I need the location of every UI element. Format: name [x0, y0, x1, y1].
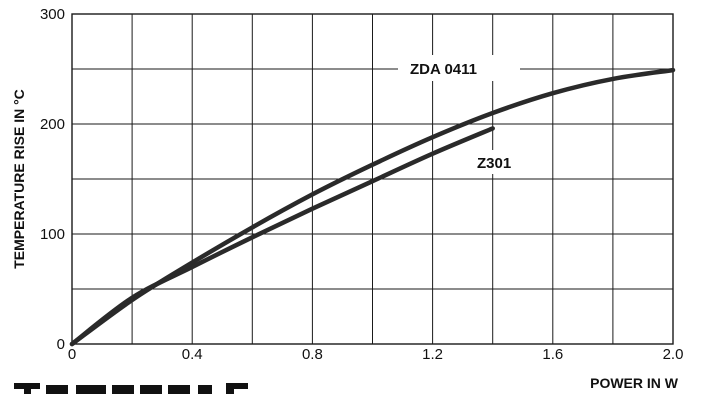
cropped-heading-fragment	[0, 372, 330, 394]
x-axis-title: POWER IN W	[590, 375, 679, 391]
plot-frame	[71, 13, 674, 345]
y-tick-label: 300	[40, 6, 65, 23]
y-tick-label: 200	[40, 116, 65, 133]
series-label-zda0411-text: ZDA 0411	[410, 61, 477, 78]
tick-layer: 0 0.4 0.8 1.2 1.6 2.0 0 100 200 300	[40, 6, 683, 363]
x-tick-label: 1.6	[542, 346, 563, 363]
y-axis-title: TEMPERATURE RISE IN °C	[11, 89, 27, 269]
y-tick-label: 0	[57, 336, 65, 353]
series-line-1	[69, 126, 495, 347]
x-tick-label: 0.8	[302, 346, 323, 363]
cropped-heading-glyphs	[14, 383, 248, 394]
x-tick-label: 0	[68, 346, 76, 363]
series-label-zda0411-bg	[398, 55, 520, 81]
series-label-z301-bg	[472, 150, 522, 174]
series-label-zda0411: ZDA 0411	[398, 55, 520, 81]
x-tick-label: 0.4	[182, 346, 203, 363]
x-tick-label: 1.2	[422, 346, 443, 363]
series-label-z301-text: Z301	[477, 155, 511, 172]
series-label-z301: Z301	[472, 150, 522, 174]
x-tick-label: 2.0	[663, 346, 684, 363]
y-tick-label: 100	[40, 226, 65, 243]
series-layer	[69, 67, 676, 347]
